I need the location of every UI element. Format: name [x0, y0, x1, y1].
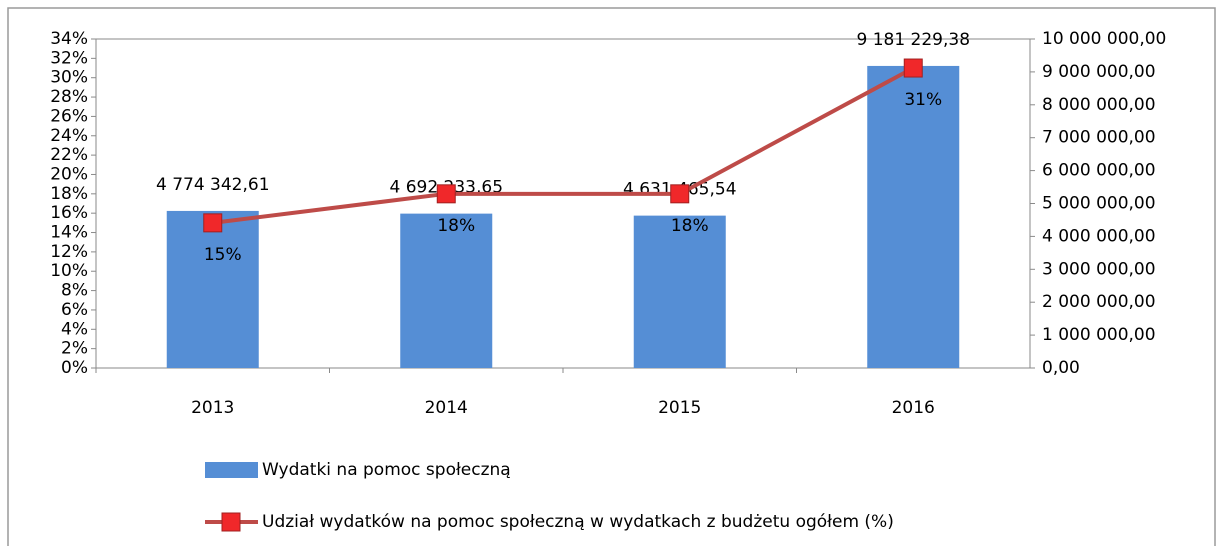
line-value-label: 18%: [437, 216, 475, 236]
y-tick-label: 22%: [50, 145, 88, 165]
y2-tick-label: 9 000 000,00: [1042, 62, 1156, 82]
legend-marker: [221, 512, 241, 532]
y2-tick-label: 6 000 000,00: [1042, 161, 1156, 181]
y-tick-label: 34%: [50, 29, 88, 49]
y-tick-label: 8%: [61, 281, 88, 301]
y-tick-label: 0%: [61, 358, 88, 378]
bar: [400, 213, 493, 368]
bar: [867, 65, 960, 368]
x-tick-label: 2013: [191, 398, 234, 418]
bar-value-label: 9 181 229,38: [856, 30, 970, 50]
y2-tick-label: 2 000 000,00: [1042, 292, 1156, 312]
y-tick-label: 4%: [61, 319, 88, 339]
bar: [166, 210, 259, 368]
legend-label: Wydatki na pomoc społeczną: [262, 460, 511, 480]
y-tick-label: 28%: [50, 87, 88, 107]
line-value-label: 31%: [904, 90, 942, 110]
y-tick-label: 30%: [50, 68, 88, 88]
line-marker: [436, 184, 456, 204]
y-tick-label: 2%: [61, 339, 88, 359]
y-tick-label: 24%: [50, 126, 88, 146]
bar-value-label: 4 774 342,61: [156, 175, 270, 195]
y2-tick-label: 3 000 000,00: [1042, 259, 1156, 279]
y-tick-label: 18%: [50, 184, 88, 204]
legend-label: Udział wydatków na pomoc społeczną w wyd…: [262, 512, 894, 532]
y2-tick-label: 10 000 000,00: [1042, 29, 1166, 49]
line-value-label: 18%: [671, 216, 709, 236]
line-marker: [903, 58, 923, 78]
bar: [633, 215, 726, 368]
line-marker: [670, 184, 690, 204]
y-tick-label: 26%: [50, 106, 88, 126]
y-tick-label: 14%: [50, 223, 88, 243]
y-tick-label: 16%: [50, 203, 88, 223]
x-tick-label: 2014: [425, 398, 468, 418]
y2-tick-label: 4 000 000,00: [1042, 226, 1156, 246]
y-tick-label: 12%: [50, 242, 88, 262]
legend-swatch: [205, 462, 258, 478]
y-tick-label: 32%: [50, 48, 88, 68]
x-tick-label: 2015: [658, 398, 701, 418]
y2-tick-label: 7 000 000,00: [1042, 128, 1156, 148]
y-tick-label: 6%: [61, 300, 88, 320]
y2-tick-label: 5 000 000,00: [1042, 194, 1156, 214]
y2-tick-label: 1 000 000,00: [1042, 325, 1156, 345]
line-marker: [203, 213, 223, 233]
y2-tick-label: 8 000 000,00: [1042, 95, 1156, 115]
line: [212, 66, 915, 225]
y-tick-label: 10%: [50, 261, 88, 281]
y2-tick-label: 0,00: [1042, 358, 1080, 378]
x-tick-label: 2016: [892, 398, 935, 418]
line-value-label: 15%: [204, 245, 242, 265]
y-tick-label: 20%: [50, 164, 88, 184]
